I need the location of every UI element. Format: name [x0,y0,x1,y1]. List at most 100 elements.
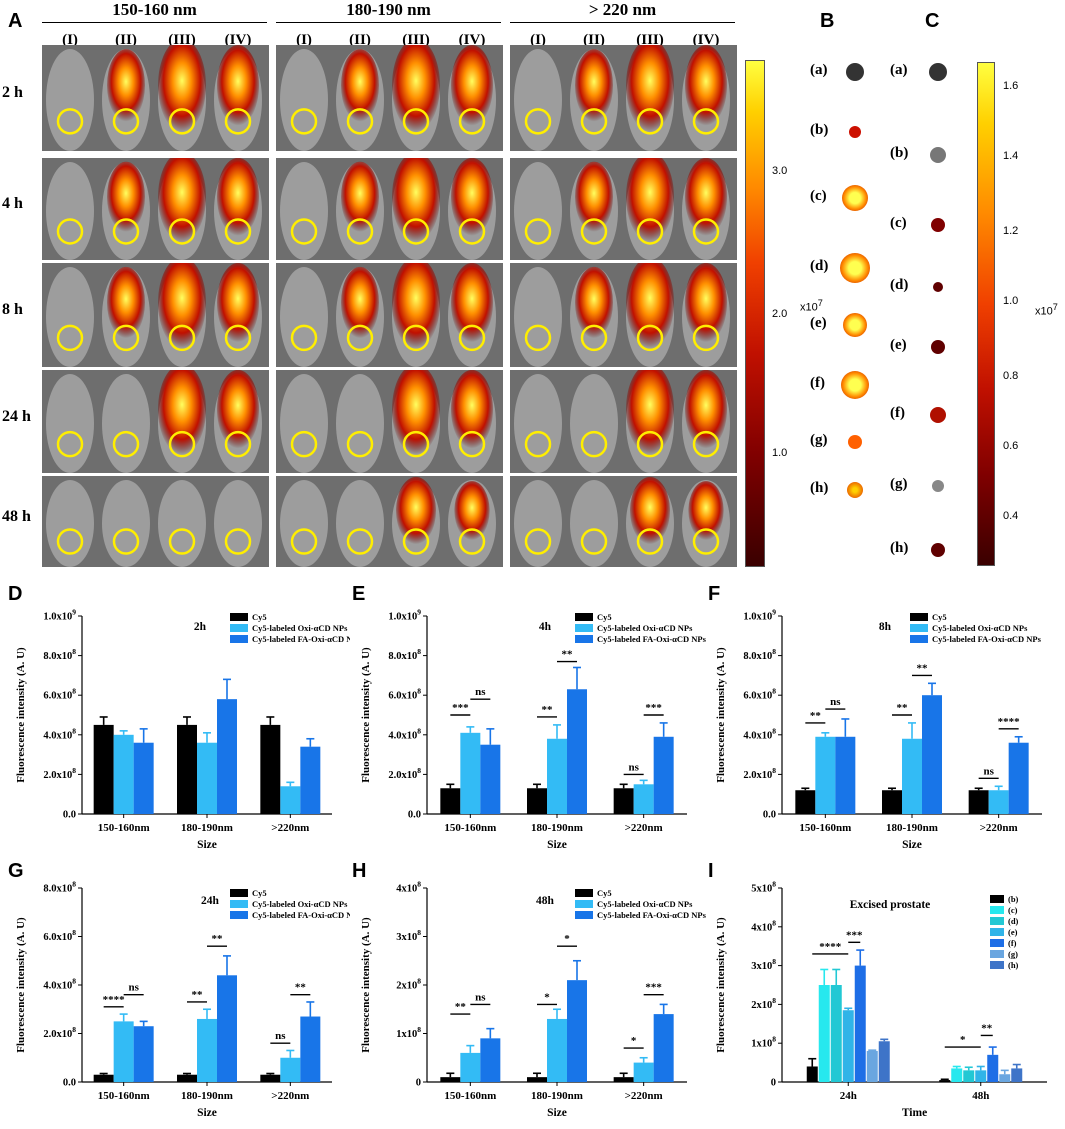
significance-label: ** [192,989,204,1001]
time-label: 24 h [2,407,31,425]
bar [653,1014,674,1082]
chart-title: Excised prostate [850,899,931,911]
organ-label: (d) [890,277,909,293]
legend-swatch [910,624,928,632]
legend-swatch [575,889,593,897]
significance-label: *** [452,702,469,714]
group-header-180: 180-190 nm [346,0,431,19]
bar [300,1016,321,1082]
y-tick-label: 1x108 [396,1025,421,1040]
bar [613,788,634,814]
prostate-roi-circle [112,430,140,458]
y-tick-label: 4.0x108 [388,726,421,741]
bar [440,788,461,814]
prostate-roi-circle [524,430,552,458]
bar [835,736,856,814]
organ-label: (h) [810,480,829,496]
prostate-roi-circle [458,324,486,352]
prostate-roi-circle [692,430,720,458]
organ-label: (a) [890,62,908,78]
significance-label: ** [981,1022,993,1034]
colorbar-a-tick: 2.0 [772,308,788,320]
legend-swatch [575,624,593,632]
bar [806,1066,818,1082]
prostate-roi-circle [636,528,664,555]
prostate-roi-circle [168,108,196,135]
bar [197,742,217,814]
prostate-roi-circle [636,324,664,352]
chart-title: 48h [536,895,555,907]
time-label: 48 h [2,507,31,525]
prostate-roi-circle [580,528,608,555]
significance-label: *** [846,929,863,941]
group-header-220: > 220 nm [588,0,657,19]
legend-swatch [230,900,248,908]
organ-label: (f) [890,405,905,421]
prostate-roi-circle [168,324,196,352]
bar [1008,742,1029,814]
legend-label: (h) [1008,960,1019,970]
chart-title: 2h [194,621,207,633]
y-tick-label: 6.0x108 [43,687,76,702]
prostate-roi-circle [692,218,720,245]
y-tick-label: 2.0x108 [743,766,776,781]
prostate-roi-circle [580,324,608,352]
organ-label: (d) [810,258,829,274]
organ-fluorescence-blob [847,482,863,498]
organ-fluorescence-blob [931,340,945,354]
bar [795,790,816,814]
significance-label: ** [810,710,822,722]
y-tick-label: 1.0x109 [43,608,76,623]
x-tick-label: >220nm [980,822,1018,834]
y-tick-label: 2x108 [396,977,421,992]
bar [460,732,481,814]
time-label: 8 h [2,301,23,318]
legend-label: Cy5-labeled FA-Oxi-αCD NPs [932,634,1042,644]
panel-letter-d: D [8,583,23,605]
mouse-image-panel [510,476,737,567]
significance-label: ns [128,982,139,994]
significance-label: **** [103,994,126,1006]
x-tick-label: >220nm [271,822,309,834]
group-header-150: 150-160 nm [112,0,197,19]
y-tick-label: 8.0x108 [43,880,76,895]
y-tick-label: 4.0x108 [743,726,776,741]
colorbar-c-tick: 1.4 [1003,150,1019,162]
x-tick-label: 150-160nm [98,822,150,834]
x-tick-label: 180-190nm [181,822,233,834]
time-label: 4 h [2,195,23,212]
significance-label: * [960,1034,966,1046]
prostate-roi-circle [402,108,430,135]
bar [854,965,866,1082]
x-tick-label: 150-160nm [799,822,851,834]
mouse-label: (I) [62,32,78,48]
x-tick-label: 150-160nm [444,1090,496,1102]
bar [93,724,114,814]
y-tick-label: 4x108 [396,880,421,895]
mouse-image-panel [510,263,737,367]
bar [1011,1068,1023,1082]
mouse-image-panel [276,158,503,260]
legend-label: Cy5-labeled FA-Oxi-αCD NPs [252,634,350,644]
prostate-roi-circle [636,218,664,245]
x-axis-label: Size [902,839,922,851]
legend-label: Cy5 [252,612,267,622]
significance-label: * [564,933,570,945]
y-tick-label: 1x108 [751,1035,776,1050]
mouse-label: (III) [168,32,196,48]
x-axis-label: Size [547,1107,567,1119]
prostate-roi-circle [224,324,252,352]
legend-label: Cy5 [252,888,267,898]
x-axis-label: Size [197,1107,217,1119]
legend-label: Cy5-labeled Oxi-αCD NPs [597,623,693,633]
y-tick-label: 0 [771,1078,776,1089]
y-tick-label: 1.0x109 [743,608,776,623]
bar [217,975,237,1082]
bar [440,1077,461,1082]
organ-label: (f) [810,375,825,391]
organ-fluorescence-blob [848,435,862,449]
organ-fluorescence-blob [932,480,944,492]
prostate-roi-circle [224,218,252,245]
bar [217,699,237,814]
legend-label: Cy5 [932,612,947,622]
